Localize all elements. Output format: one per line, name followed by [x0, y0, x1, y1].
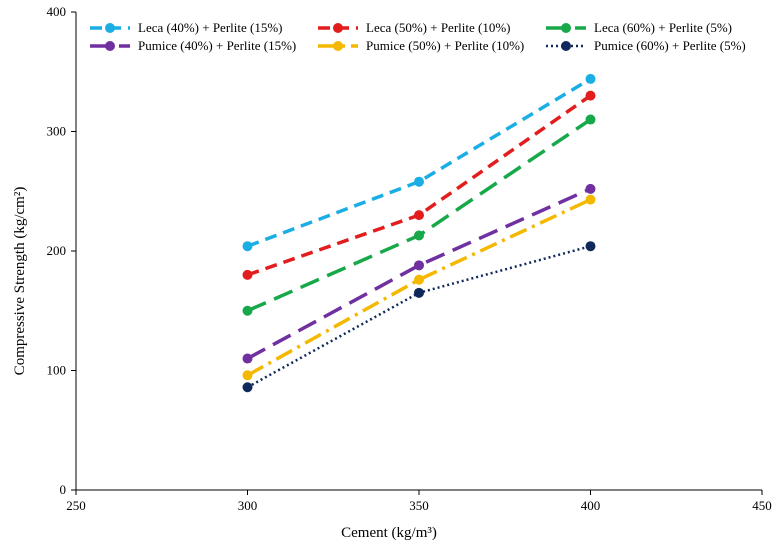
x-axis-title: Cement (kg/m³) [341, 525, 437, 541]
data-point [242, 241, 253, 252]
legend-label: Pumice (60%) + Perlite (5%) [594, 38, 746, 53]
series-6 [242, 241, 596, 393]
data-point [242, 382, 253, 393]
series-line [246, 198, 592, 377]
legend-swatch-marker [333, 23, 343, 33]
series-4 [242, 183, 596, 364]
series-line [246, 187, 592, 361]
series-1 [242, 73, 596, 252]
legend-swatch-marker [105, 23, 115, 33]
legend-swatch-marker [561, 23, 571, 33]
y-tick-label: 100 [47, 363, 67, 378]
legend-label: Leca (50%) + Perlite (10%) [366, 20, 511, 35]
series-lines [242, 73, 596, 393]
data-point [242, 269, 253, 280]
data-point [242, 305, 253, 316]
y-tick-label: 400 [47, 4, 67, 19]
legend-item: Pumice (50%) + Perlite (10%) [318, 38, 524, 53]
x-tick-label: 300 [238, 498, 258, 513]
data-point [585, 73, 596, 84]
data-point [585, 241, 596, 252]
axes: 0 100 200 300 400 250 300 350 400 450 [47, 4, 772, 513]
data-point [414, 260, 424, 271]
data-point [585, 194, 596, 205]
x-tick-label: 350 [409, 498, 429, 513]
legend-label: Pumice (40%) + Perlite (15%) [138, 38, 296, 53]
legend-item: Leca (50%) + Perlite (10%) [318, 20, 511, 35]
legend-item: Pumice (60%) + Perlite (5%) [546, 38, 746, 53]
data-point [414, 210, 424, 221]
legend-item: Leca (40%) + Perlite (15%) [90, 20, 283, 35]
series-2 [242, 90, 596, 280]
legend-label: Leca (60%) + Perlite (5%) [594, 20, 732, 35]
data-point [585, 114, 596, 125]
legend-label: Leca (40%) + Perlite (15%) [138, 20, 283, 35]
series-line [246, 77, 592, 248]
y-tick-label: 200 [47, 243, 67, 258]
data-point [585, 183, 596, 194]
x-tick-label: 400 [581, 498, 601, 513]
x-tick-label: 450 [752, 498, 772, 513]
data-point [414, 287, 424, 298]
legend: Leca (40%) + Perlite (15%) Leca (50%) + P… [90, 20, 746, 53]
data-point [414, 274, 424, 285]
y-tick-label: 300 [47, 124, 67, 139]
data-point [414, 176, 424, 187]
data-point [242, 353, 253, 364]
series-5 [242, 194, 596, 381]
y-tick-label: 0 [60, 482, 67, 497]
data-point [585, 90, 596, 101]
data-point [242, 370, 253, 381]
series-3 [242, 114, 596, 316]
data-point [414, 230, 424, 241]
x-tick-label: 250 [66, 498, 86, 513]
legend-item: Pumice (40%) + Perlite (15%) [90, 38, 296, 53]
legend-swatch-marker [561, 41, 571, 51]
legend-label: Pumice (50%) + Perlite (10%) [366, 38, 524, 53]
legend-item: Leca (60%) + Perlite (5%) [546, 20, 732, 35]
legend-swatch-marker [333, 41, 343, 51]
y-axis-title: Compressive Strength (kg/cm²) [12, 187, 28, 376]
legend-swatch-marker [105, 41, 115, 51]
